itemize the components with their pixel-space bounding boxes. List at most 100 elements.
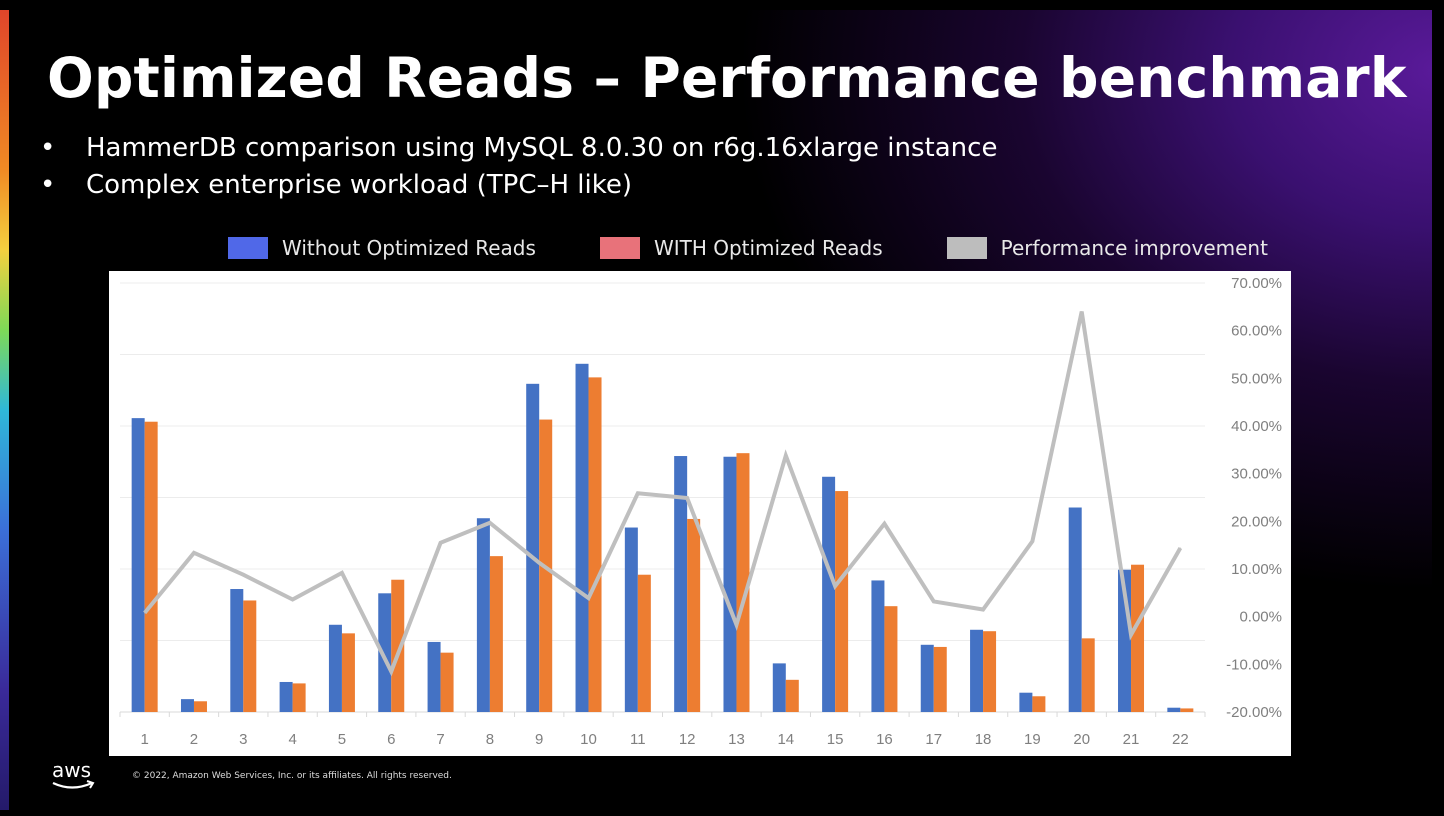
x-tick-label: 14 — [777, 731, 794, 748]
x-tick-label: 1 — [140, 731, 148, 748]
bar-with-12 — [687, 518, 701, 712]
improvement-point-18 — [982, 609, 984, 611]
bar-without-17 — [920, 644, 934, 712]
y2-tick-label: -10.00% — [1226, 656, 1282, 673]
bar-without-1 — [131, 418, 145, 712]
x-tick-label: 2 — [190, 731, 198, 748]
bar-without-6 — [378, 593, 392, 712]
x-tick-label: 3 — [239, 731, 247, 748]
x-tick-label: 10 — [580, 731, 597, 748]
x-tick-label: 4 — [288, 731, 296, 748]
bar-without-19 — [1019, 692, 1033, 712]
improvement-point-4 — [292, 599, 294, 601]
y2-tick-label: -20.00% — [1226, 704, 1282, 721]
chart-legend: Without Optimized Reads WITH Optimized R… — [228, 236, 1332, 260]
copyright-footer: © 2022, Amazon Web Services, Inc. or its… — [132, 771, 452, 781]
aws-logo: aws — [50, 758, 98, 799]
x-tick-label: 13 — [728, 731, 745, 748]
bar-without-7 — [427, 641, 441, 712]
improvement-point-14 — [785, 455, 787, 457]
improvement-point-16 — [883, 523, 885, 525]
legend-item-without: Without Optimized Reads — [228, 236, 536, 260]
bar-with-20 — [1081, 638, 1095, 712]
bar-with-1 — [144, 421, 158, 712]
bullet-text: HammerDB comparison using MySQL 8.0.30 o… — [86, 133, 998, 163]
y2-tick-label: 70.00% — [1231, 275, 1282, 292]
svg-text:aws: aws — [52, 759, 91, 782]
bar-with-4 — [292, 683, 306, 712]
bullet-item: • Complex enterprise workload (TPC–H like… — [40, 167, 997, 204]
legend-swatch — [946, 237, 987, 259]
legend-item-improvement: Performance improvement — [946, 236, 1268, 260]
improvement-point-9 — [538, 562, 540, 564]
bar-with-2 — [193, 701, 207, 712]
bar-with-16 — [884, 606, 898, 712]
aws-logo-mark: aws — [52, 758, 95, 789]
y2-tick-label: 40.00% — [1231, 418, 1282, 435]
improvement-point-21 — [1130, 634, 1132, 636]
bar-with-13 — [736, 453, 750, 712]
accent-strip — [0, 10, 9, 810]
x-tick-label: 15 — [827, 731, 844, 748]
legend-label: WITH Optimized Reads — [653, 236, 883, 260]
bullet-dot: • — [40, 133, 56, 163]
bar-with-21 — [1131, 564, 1145, 712]
improvement-point-8 — [489, 522, 491, 524]
y2-tick-label: 0.00% — [1239, 609, 1282, 626]
bullet-text: Complex enterprise workload (TPC–H like) — [86, 170, 633, 200]
y2-tick-label: 10.00% — [1231, 561, 1282, 578]
bar-without-8 — [476, 518, 490, 712]
x-tick-label: 19 — [1024, 731, 1041, 748]
x-tick-label: 20 — [1073, 731, 1090, 748]
x-tick-label: 11 — [630, 731, 646, 748]
bar-with-18 — [983, 631, 997, 712]
x-tick-label: 5 — [338, 731, 346, 748]
bar-with-10 — [588, 377, 602, 712]
bar-without-9 — [526, 383, 540, 712]
legend-label: Without Optimized Reads — [282, 236, 536, 260]
bar-with-14 — [785, 679, 799, 712]
improvement-point-3 — [242, 574, 244, 576]
bullet-dot: • — [40, 170, 56, 200]
chart-area: 1 2 3 4 5 6 7 8 9 10 11 12 13 14 15 16 17 18 19 20 21 22 70.00… — [109, 271, 1291, 756]
bar-with-17 — [933, 646, 947, 712]
x-tick-label: 22 — [1172, 731, 1189, 748]
bullet-list: • HammerDB comparison using MySQL 8.0.30 … — [40, 130, 997, 204]
chart-svg: 1 2 3 4 5 6 7 8 9 10 11 12 13 14 15 16 17 18 19 20 21 2270.00… — [119, 275, 1282, 748]
bar-with-6 — [391, 579, 405, 712]
legend-item-with: WITH Optimized Reads — [599, 236, 883, 260]
bar-without-20 — [1068, 507, 1082, 712]
bar-without-11 — [624, 527, 638, 712]
bar-without-16 — [871, 580, 885, 712]
x-tick-label: 18 — [975, 731, 992, 748]
bar-without-18 — [970, 629, 984, 712]
bar-with-19 — [1032, 696, 1046, 712]
legend-swatch — [599, 237, 640, 259]
bar-with-3 — [243, 600, 257, 712]
y2-tick-label: 60.00% — [1231, 323, 1282, 340]
improvement-point-7 — [440, 542, 442, 544]
bar-without-4 — [279, 681, 293, 712]
legend-swatch — [228, 237, 268, 259]
slide-title: Optimized Reads – Performance benchmark — [47, 46, 1407, 110]
bar-without-5 — [328, 624, 342, 712]
improvement-point-6 — [390, 670, 392, 672]
improvement-point-10 — [588, 597, 590, 599]
x-tick-label: 7 — [436, 731, 444, 748]
improvement-point-15 — [834, 585, 836, 587]
improvement-point-1 — [144, 612, 146, 614]
improvement-point-13 — [735, 624, 737, 626]
bar-without-22 — [1167, 707, 1181, 712]
x-tick-label: 16 — [876, 731, 893, 748]
bar-with-8 — [489, 556, 503, 712]
improvement-point-17 — [933, 600, 935, 602]
y2-tick-label: 20.00% — [1231, 513, 1282, 530]
improvement-point-5 — [341, 572, 343, 574]
improvement-point-19 — [1031, 540, 1033, 542]
bar-with-7 — [440, 652, 454, 712]
bar-with-22 — [1180, 708, 1194, 712]
x-tick-label: 17 — [925, 731, 942, 748]
bar-without-2 — [180, 699, 194, 712]
bar-without-3 — [230, 589, 244, 712]
y2-tick-label: 30.00% — [1231, 466, 1282, 483]
